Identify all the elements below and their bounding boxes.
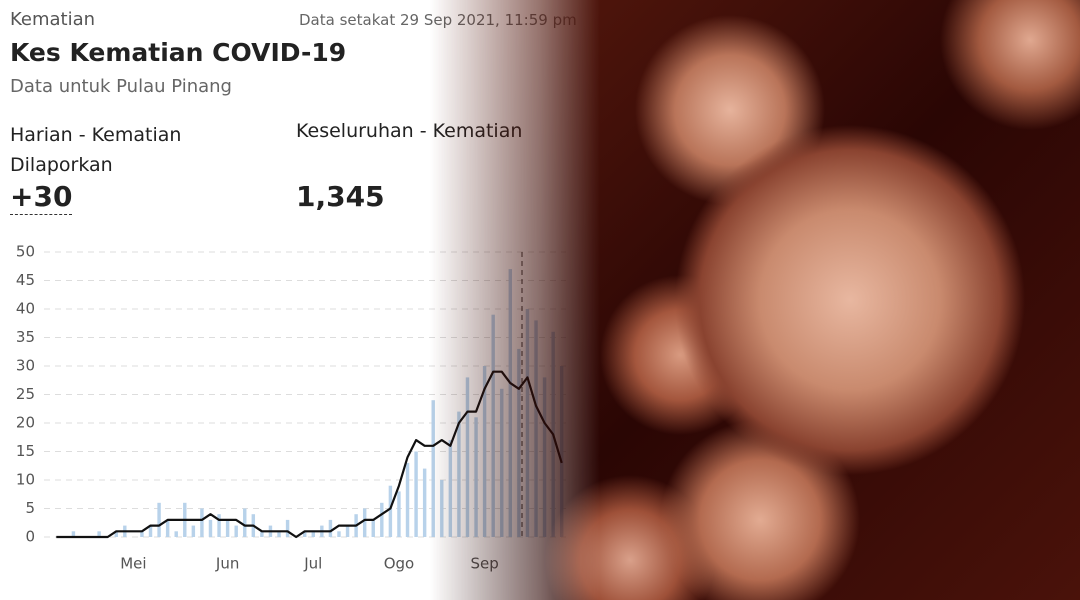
bar [328, 519, 333, 537]
x-tick-label: Ogo [384, 555, 415, 573]
y-tick-label: 30 [16, 357, 35, 375]
bar [208, 519, 213, 537]
bar [277, 531, 281, 537]
stat-label: Harian - Kematian Dilaporkan [10, 124, 182, 176]
bar [380, 502, 384, 537]
bar [200, 508, 204, 537]
y-tick-label: 40 [16, 300, 35, 318]
bar [311, 531, 315, 537]
y-tick-label: 10 [16, 471, 35, 489]
stat-value: +30 [10, 180, 73, 215]
bar [225, 519, 230, 537]
bar [191, 525, 196, 537]
bar [260, 531, 264, 537]
y-tick-label: 35 [16, 328, 35, 346]
subtitle: Data untuk Pulau Pinang [10, 76, 232, 97]
bar [234, 525, 238, 537]
bar [371, 519, 375, 537]
bar [303, 531, 307, 537]
bar [165, 519, 170, 537]
bar [405, 462, 410, 537]
bar [114, 531, 118, 537]
bar [148, 525, 153, 537]
x-tick-label: Mei [120, 555, 146, 573]
y-tick-label: 50 [16, 243, 35, 261]
bar [157, 502, 161, 537]
y-tick-label: 0 [25, 528, 35, 546]
bar [285, 519, 290, 537]
x-tick-label: Jun [215, 555, 239, 573]
bar [414, 451, 418, 537]
bar [422, 468, 427, 537]
bar [217, 514, 221, 537]
bar [140, 531, 144, 537]
tab-label: Kematian [10, 9, 96, 30]
stat-value: 1,345 [296, 180, 385, 213]
title: Kes Kematian COVID-19 [10, 38, 347, 67]
virus-photo [430, 0, 1080, 600]
bar [97, 531, 101, 537]
bar [397, 491, 401, 537]
bar [337, 531, 341, 537]
y-tick-label: 25 [16, 385, 35, 403]
bar [362, 508, 367, 537]
y-tick-label: 45 [16, 271, 35, 289]
bar [71, 531, 76, 537]
x-tick-label: Jul [303, 555, 322, 573]
bar [388, 485, 393, 537]
bar [243, 508, 247, 537]
y-tick-label: 5 [25, 499, 35, 517]
y-tick-label: 15 [16, 442, 35, 460]
bar [345, 525, 350, 537]
bar [174, 531, 178, 537]
y-tick-label: 20 [16, 414, 35, 432]
